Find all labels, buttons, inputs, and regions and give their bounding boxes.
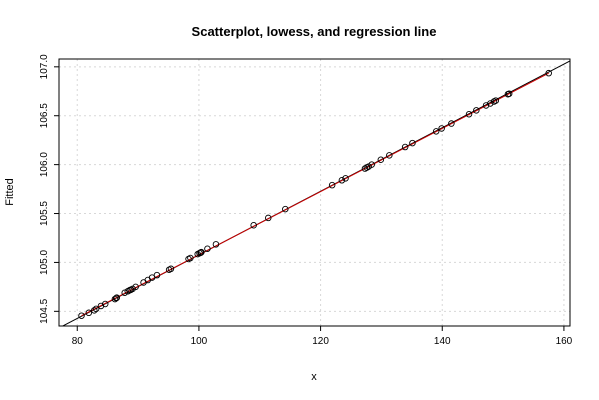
data-point (265, 214, 272, 222)
data-point (282, 205, 289, 213)
data-point (92, 305, 100, 313)
data-point (198, 248, 205, 256)
data-point (377, 156, 385, 163)
data-point (465, 111, 473, 118)
data-point (338, 177, 346, 184)
data-point (545, 69, 552, 77)
y-axis: 104.5 105.0 105.5 106.0 106.5 107.0 (39, 54, 59, 324)
data-point (132, 283, 139, 291)
data-point (368, 161, 375, 168)
data-point (438, 125, 445, 132)
data-point (492, 97, 500, 104)
data-points (78, 69, 552, 319)
data-point (482, 102, 490, 109)
data-point (386, 152, 393, 159)
y-tick-label: 105.5 (39, 201, 50, 226)
data-point (187, 254, 194, 262)
data-point (212, 241, 220, 248)
data-point (250, 222, 257, 229)
y-axis-label: Fitted (4, 178, 16, 206)
data-point (78, 312, 85, 319)
data-point (101, 300, 109, 308)
y-tick-label: 106.5 (39, 103, 50, 128)
chart-title: Scatterplot, lowess, and regression line (192, 24, 437, 39)
data-point (487, 100, 494, 107)
data-point (153, 271, 161, 279)
y-tick-label: 104.5 (39, 298, 50, 323)
data-point (505, 90, 513, 97)
data-point (409, 139, 416, 147)
x-tick-label: 120 (312, 336, 329, 347)
data-point (432, 128, 440, 135)
data-point (113, 294, 121, 301)
y-tick-label: 106.0 (39, 152, 50, 177)
data-point (167, 265, 175, 273)
x-tick-label: 140 (434, 336, 451, 347)
y-tick-label: 107.0 (39, 54, 50, 79)
x-axis: 80 100 120 140 160 (72, 326, 573, 347)
data-point (401, 143, 409, 151)
data-point (97, 302, 105, 310)
plot-frame (58, 58, 571, 327)
data-point (85, 309, 93, 317)
data-point (204, 245, 211, 252)
x-tick-label: 80 (72, 336, 84, 347)
data-point (342, 175, 349, 182)
x-tick-label: 160 (556, 336, 573, 347)
data-point (328, 181, 336, 189)
x-axis-label: x (311, 371, 317, 383)
data-point (448, 120, 455, 127)
data-point (91, 307, 98, 314)
x-tick-label: 100 (191, 336, 208, 347)
data-point (473, 107, 480, 114)
data-point (111, 295, 119, 303)
y-tick-label: 105.0 (39, 249, 50, 274)
grid (59, 59, 570, 326)
